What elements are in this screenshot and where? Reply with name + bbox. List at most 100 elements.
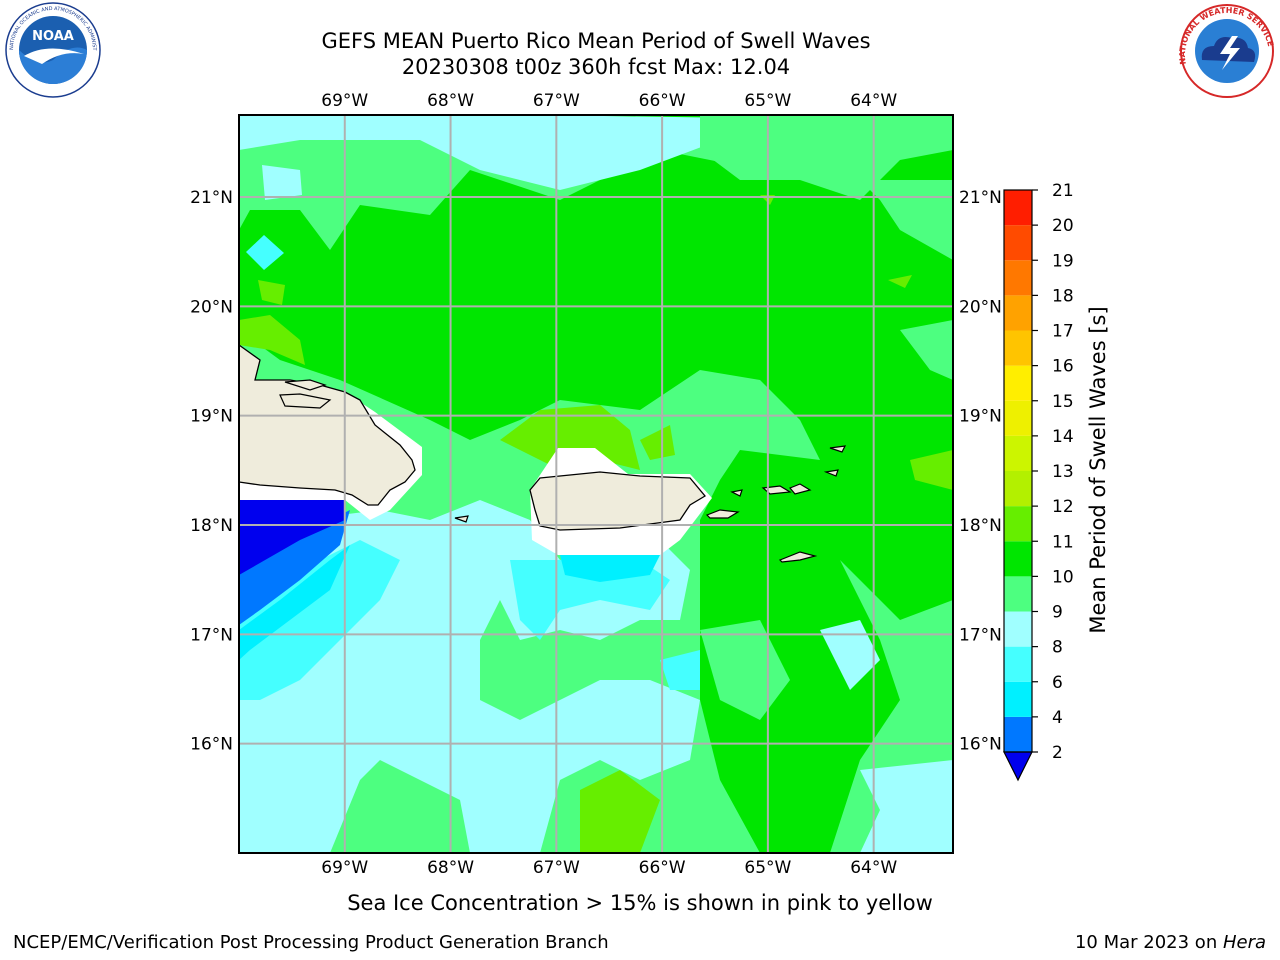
lat-tick-label-left: 21°N [190,188,233,208]
colorbar-segment [1004,400,1032,436]
colorbar-segment [1004,190,1032,226]
colorbar-tick-label: 17 [1052,322,1074,342]
contour-fill-6-8 [246,235,284,270]
colorbar-tick-label: 10 [1052,567,1074,587]
noaa-logo: NOAA NATIONAL OCEANIC AND ATMOSPHERIC AD… [2,2,101,98]
lat-tick-label-right: 17°N [959,625,1002,645]
contour-fill-11-12 [888,275,912,288]
sea-ice-note: Sea Ice Concentration > 15% is shown in … [347,891,933,915]
colorbar-segment [1004,716,1032,752]
lat-tick-label-left: 17°N [190,625,233,645]
colorbar-label-wrap: Mean Period of Swell Waves [s] [1086,306,1110,633]
lon-tick-label-bottom: 64°W [850,858,897,878]
lat-tick-label-right: 20°N [959,297,1002,317]
contour-fill-11-12 [239,315,305,365]
colorbar-tick-label: 14 [1052,427,1074,447]
lat-tick-label-left: 20°N [190,297,233,317]
colorbar-segment [1004,506,1032,542]
colorbar-tick-label: 12 [1052,497,1074,517]
lon-tick-label-bottom: 66°W [639,858,686,878]
colorbar-segment [1004,225,1032,261]
lon-tick-label-bottom: 67°W [533,858,580,878]
lat-tick-label-right: 18°N [959,516,1002,536]
colorbar-segment [1004,646,1032,682]
footer-host: Hera [1222,932,1266,953]
contour-fill-9-10 [900,320,953,380]
colorbar-segment [1004,295,1032,331]
contour-fill-8-9 [820,620,880,690]
colorbar-tick-label: 18 [1052,286,1074,306]
colorbar-tick-label: 8 [1052,638,1063,658]
colorbar-tick-label: 21 [1052,181,1074,201]
colorbar-segment [1004,260,1032,296]
swell-period-field [239,115,953,853]
footer-credit: NCEP/EMC/Verification Post Processing Pr… [13,932,609,953]
lon-tick-label-top: 65°W [744,91,791,111]
contour-fill-6-8 [510,560,670,640]
colorbar-segment [1004,365,1032,401]
lat-tick-label-right: 19°N [959,407,1002,427]
contour-fill-11-12 [580,770,660,853]
colorbar-tick-label: 19 [1052,251,1074,271]
contour-fill-9-10 [700,115,953,200]
colorbar-extend-min [1003,751,1033,782]
lat-tick-label-left: 16°N [190,735,233,755]
footer-date-text: 10 Mar 2023 on [1074,932,1223,953]
colorbar-tick-label: 6 [1052,673,1063,693]
colorbar-tick-label: 9 [1052,603,1063,623]
noaa-logo-text: NOAA [32,29,74,44]
colorbar-segment [1004,435,1032,471]
contour-fill-9-10 [860,180,953,260]
small-island [778,551,818,563]
lat-tick-label-right: 16°N [959,735,1002,755]
lon-tick-label-top: 68°W [427,91,474,111]
contour-fill-11-12 [910,450,953,490]
lon-tick-label-top: 64°W [850,91,897,111]
colorbar-tick-label: 13 [1052,462,1074,482]
lon-tick-label-bottom: 69°W [321,858,368,878]
small-island [829,445,847,453]
colorbar-label: Mean Period of Swell Waves [s] [1086,306,1110,634]
small-island [789,483,812,495]
small-island [823,469,839,477]
colorbar-tick-label: 15 [1052,392,1074,412]
contour-fill-11-12 [258,280,285,305]
small-island [730,489,743,497]
lat-tick-label-right: 21°N [959,188,1002,208]
small-island [284,379,327,391]
colorbar-tick-label: 16 [1052,357,1074,377]
contour-fill-11-12 [500,405,640,470]
chart-title-line2: 20230308 t00z 360h fcst Max: 12.04 [401,55,791,79]
contour-fill-11-12 [640,425,675,460]
colorbar-segment [1004,541,1032,577]
lon-tick-label-bottom: 65°W [744,858,791,878]
colorbar-segment [1004,330,1032,366]
lon-tick-label-top: 67°W [533,91,580,111]
contour-fill-4-6 [239,545,350,660]
colorbar-tick-label: 11 [1052,532,1074,552]
colorbar-segment [1004,681,1032,717]
colorbar-segment [1004,611,1032,647]
colorbar-segment [1004,471,1032,507]
nws-logo: NATIONAL WEATHER SERVICE [1178,4,1275,98]
contour-fill-8-9 [239,115,740,190]
contour-fill-8-9 [262,165,302,200]
colorbar-tick-label: 20 [1052,216,1074,236]
lon-tick-label-top: 66°W [639,91,686,111]
contour-fill-2-4 [239,510,350,625]
contour-fill-6-8 [239,540,400,700]
small-island [279,393,332,409]
small-island [705,509,740,519]
lat-tick-label-left: 18°N [190,516,233,536]
contour-fill-6-8 [660,650,700,690]
chart-title-line1: GEFS MEAN Puerto Rico Mean Period of Swe… [321,29,871,53]
lon-tick-label-bottom: 68°W [427,858,474,878]
colorbar-segment [1004,576,1032,612]
contour-fill-below-2 [239,500,345,575]
small-island [454,515,469,523]
colorbar-tick-label: 2 [1052,743,1063,763]
lat-tick-label-left: 19°N [190,407,233,427]
map-frame [238,114,954,854]
footer-date: 10 Mar 2023 on Hera [1075,932,1266,953]
